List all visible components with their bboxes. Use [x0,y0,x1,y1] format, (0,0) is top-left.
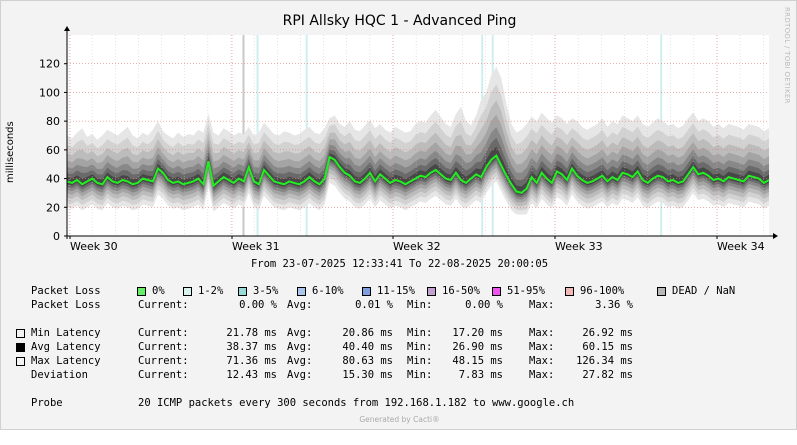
avg-value: 40.40 ms [342,341,393,353]
loss-legend-label: 6-10% [312,285,344,297]
loss-legend-label: 51-95% [507,285,545,297]
x-tick-label: Week 34 [717,240,765,253]
loss-swatch [427,287,436,296]
series-swatch [16,343,25,352]
x-tick-label: Week 32 [393,240,441,253]
graph-frame: RPI Allsky HQC 1 - Advanced Ping RRDTOOL… [0,0,797,430]
loss-legend-label: 16-50% [442,285,480,297]
avg-value: 0.01 % [355,299,393,311]
stat-name: Deviation [31,369,88,381]
time-range: From 23-07-2025 12:33:41 To 22-08-2025 2… [250,258,549,270]
avg-label: Avg: [287,299,313,311]
max-label: Max: [529,369,555,381]
rrdtool-watermark: RRDTOOL / TOBI OETIKER [783,7,791,104]
max-label: Max: [529,341,555,353]
avg-label: Avg: [287,327,313,339]
probe-label: Probe [31,397,63,409]
current-value: 71.36 ms [226,355,277,367]
avg-label: Avg: [287,369,313,381]
avg-label: Avg: [287,341,313,353]
loss-swatch [137,287,146,296]
stat-name: Packet Loss [31,299,101,311]
max-value: 60.15 ms [582,341,633,353]
packet-loss-label: Packet Loss [31,285,101,297]
smoke-band [67,146,769,196]
avg-label: Avg: [287,355,313,367]
chart-title: RPI Allsky HQC 1 - Advanced Ping [282,13,517,29]
loss-legend-label: 96-100% [580,285,625,297]
current-label: Current: [138,327,189,339]
loss-legend-label: DEAD / NaN [672,285,736,297]
stat-name: Min Latency [31,327,101,339]
series-swatch [16,357,25,366]
y-tick-label: 80 [46,115,60,128]
y-axis-arrow [64,26,70,31]
series-swatch [16,329,25,338]
min-label: Min: [407,341,433,353]
loss-legend-label: 1-2% [198,285,224,297]
y-tick-label: 40 [46,173,60,186]
y-tick-label: 100 [39,86,60,99]
min-value: 48.15 ms [452,355,503,367]
current-label: Current: [138,299,189,311]
max-value: 27.82 ms [582,369,633,381]
y-tick-label: 60 [46,144,60,157]
x-tick-label: Week 31 [232,240,280,253]
min-label: Min: [407,355,433,367]
x-axis-arrow [773,233,778,239]
loss-swatch [183,287,192,296]
loss-swatch [492,287,501,296]
probe-row: Probe 20 ICMP packets every 300 seconds … [1,397,574,411]
grid-lines [67,35,769,236]
y-tick-labels: 0 20 40 60 80 100 120 [39,58,67,243]
x-tick-label: Week 30 [70,240,118,253]
max-value: 26.92 ms [582,327,633,339]
loss-swatch [565,287,574,296]
loss-swatch [238,287,247,296]
y-tick-label: 0 [53,230,60,243]
min-label: Min: [407,369,433,381]
loss-swatch [297,287,306,296]
stat-name: Avg Latency [31,341,101,353]
min-value: 7.83 ms [458,369,503,381]
x-tick-label: Week 33 [555,240,603,253]
y-tick-label: 120 [39,58,60,71]
avg-value: 15.30 ms [342,369,393,381]
min-value: 0.00 % [465,299,503,311]
min-value: 17.20 ms [452,327,503,339]
avg-value: 80.63 ms [342,355,393,367]
generated-by: Generated by Cacti® [359,415,440,424]
stat-name: Max Latency [31,355,101,367]
loss-legend-label: 3-5% [253,285,279,297]
current-label: Current: [138,369,189,381]
avg-latency-trace [66,154,770,195]
min-label: Min: [407,299,433,311]
avg-latency-line [66,154,770,195]
max-label: Max: [529,299,555,311]
x-tick-labels: Week 30 Week 31 Week 32 Week 33 Week 34 [69,236,765,253]
current-label: Current: [138,355,189,367]
current-label: Current: [138,341,189,353]
max-label: Max: [529,327,555,339]
probe-text: 20 ICMP packets every 300 seconds from 1… [138,397,575,409]
loss-swatch [362,287,371,296]
min-label: Min: [407,327,433,339]
loss-legend-label: 11-15% [377,285,415,297]
loss-legend-row: Packet Loss [1,285,101,299]
max-value: 126.34 ms [576,355,633,367]
avg-value: 20.86 ms [342,327,393,339]
loss-swatch [657,287,666,296]
max-value: 3.36 % [595,299,633,311]
y-tick-label: 20 [46,201,60,214]
current-value: 21.78 ms [226,327,277,339]
loss-legend-label: 0% [152,285,165,297]
current-value: 38.37 ms [226,341,277,353]
max-label: Max: [529,355,555,367]
current-value: 12.43 ms [226,369,277,381]
min-value: 26.90 ms [452,341,503,353]
current-value: 0.00 % [239,299,277,311]
